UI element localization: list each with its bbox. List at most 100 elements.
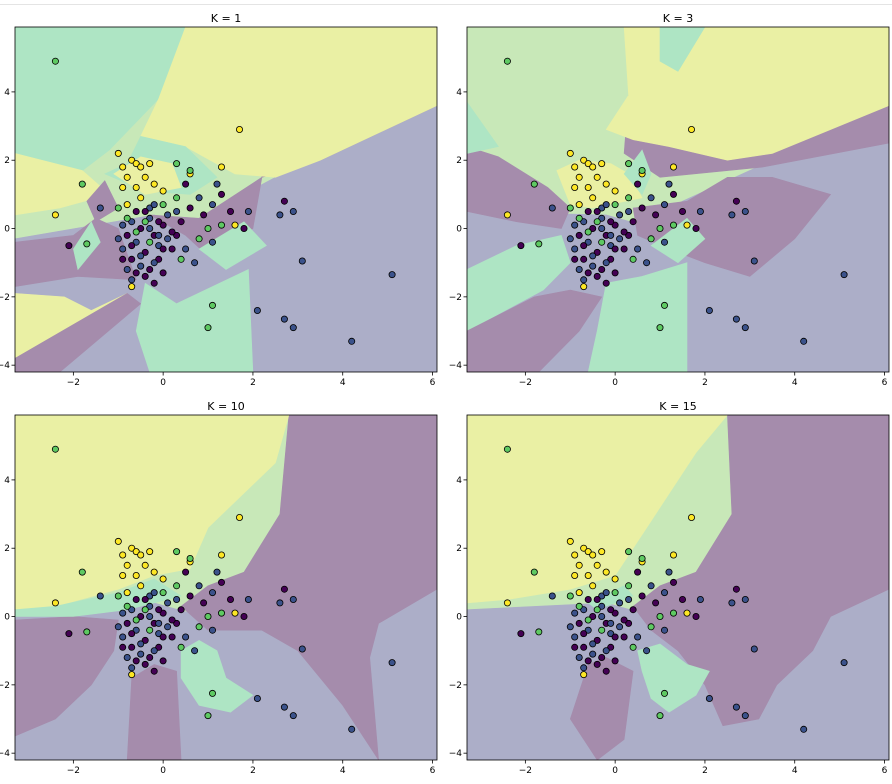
data-point-48	[629, 643, 637, 651]
data-point-51	[388, 659, 396, 667]
plot-area	[15, 415, 437, 760]
data-point-17	[589, 194, 597, 202]
data-point-32	[625, 596, 633, 604]
data-point-101	[593, 207, 601, 215]
data-point-79	[159, 657, 167, 665]
x-tick-label: 4	[792, 378, 798, 388]
data-point-76	[589, 650, 597, 658]
data-point-81	[584, 207, 592, 215]
data-point-55	[732, 315, 740, 323]
data-point-9	[589, 551, 597, 559]
data-point-3	[78, 568, 86, 576]
data-point-63	[123, 619, 131, 627]
data-point-6	[119, 551, 127, 559]
data-point-48	[177, 255, 185, 263]
data-point-30	[625, 194, 633, 202]
data-point-34	[652, 211, 660, 219]
data-point-10	[146, 548, 154, 556]
data-point-80	[150, 201, 158, 209]
data-point-72	[616, 623, 624, 631]
data-point-59	[96, 592, 104, 600]
data-point-9	[137, 163, 145, 171]
data-point-89	[146, 238, 154, 246]
data-point-20	[670, 163, 678, 171]
data-point-0	[503, 57, 511, 65]
data-point-35	[661, 589, 669, 597]
data-point-16	[611, 575, 619, 583]
x-tick-label: −2	[519, 766, 532, 776]
data-point-20	[217, 163, 225, 171]
data-point-52	[661, 689, 669, 697]
data-point-57	[348, 725, 356, 733]
data-point-82	[566, 235, 574, 243]
data-point-30	[173, 582, 181, 590]
data-point-76	[137, 262, 145, 270]
y-tick-label: −4	[449, 361, 463, 371]
data-point-45	[208, 626, 216, 634]
data-point-85	[164, 599, 172, 607]
data-point-98	[159, 633, 167, 641]
top-border	[0, 0, 892, 5]
decision-region-4	[587, 262, 688, 372]
data-point-10	[598, 548, 606, 556]
data-point-92	[137, 640, 145, 648]
data-point-54	[705, 306, 713, 314]
data-point-42	[217, 221, 225, 229]
decision-region-4	[135, 269, 254, 372]
data-point-26	[634, 568, 642, 576]
data-point-72	[616, 235, 624, 243]
data-point-31	[159, 589, 167, 597]
y-tick-label: 2	[4, 156, 10, 166]
data-point-54	[705, 695, 713, 703]
data-point-28	[670, 190, 678, 198]
data-point-95	[620, 228, 628, 236]
decision-region-6	[180, 640, 254, 713]
data-point-73	[168, 633, 176, 641]
data-point-50	[750, 257, 758, 265]
data-point-62	[571, 609, 579, 617]
data-point-40	[289, 596, 297, 604]
subplot-title: K = 3	[663, 12, 693, 25]
data-point-49	[643, 647, 651, 655]
x-tick-label: 2	[702, 766, 708, 776]
plot-area	[467, 27, 889, 372]
data-point-27	[665, 180, 673, 188]
data-point-88	[141, 218, 149, 226]
data-point-11	[575, 173, 583, 181]
data-point-45	[661, 238, 669, 246]
data-point-27	[213, 568, 221, 576]
data-point-44	[647, 623, 655, 631]
data-point-93	[128, 242, 136, 250]
data-point-84	[141, 272, 149, 280]
data-point-14	[132, 183, 140, 191]
data-point-17	[137, 582, 145, 590]
data-point-56	[741, 712, 749, 720]
data-point-31	[611, 589, 619, 597]
data-point-98	[159, 245, 167, 253]
decision-region-2	[15, 293, 128, 359]
data-point-4	[83, 628, 91, 636]
data-point-18	[123, 589, 131, 597]
data-point-24	[683, 609, 691, 617]
data-point-57	[800, 725, 808, 733]
data-point-102	[177, 606, 185, 614]
data-point-72	[164, 235, 172, 243]
x-tick-label: −2	[67, 766, 80, 776]
data-point-21	[235, 126, 243, 134]
y-tick-label: −2	[449, 293, 462, 303]
data-point-2	[517, 630, 525, 638]
data-point-81	[132, 207, 140, 215]
data-point-56	[289, 324, 297, 332]
subplot-title: K = 10	[207, 400, 244, 413]
data-point-58	[580, 276, 588, 284]
data-point-77	[146, 265, 154, 273]
data-point-89	[598, 238, 606, 246]
data-point-75	[128, 255, 136, 263]
data-point-24	[231, 221, 239, 229]
data-point-3	[530, 180, 538, 188]
x-tick-label: 6	[882, 378, 888, 388]
data-point-74	[571, 245, 579, 253]
data-point-38	[732, 585, 740, 593]
data-point-18	[575, 201, 583, 209]
data-point-86	[602, 279, 610, 287]
